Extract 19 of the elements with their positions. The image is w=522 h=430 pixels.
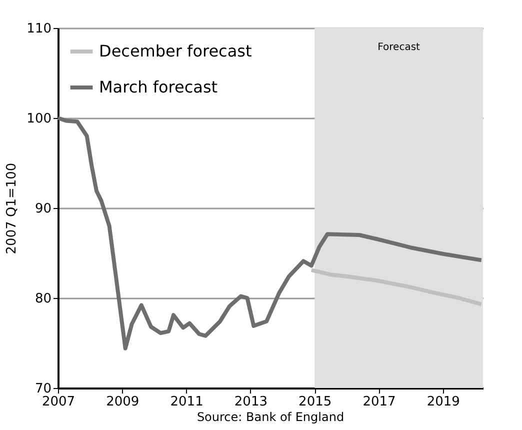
band-label: Forecast [378, 42, 420, 53]
x-tick-label: 2009 [106, 394, 140, 410]
x-tick-label: 2007 [42, 394, 76, 410]
y-tick-label: 90 [34, 202, 52, 216]
y-axis-title: 2007 Q1=100 [4, 162, 20, 254]
x-tick-label: 2015 [298, 394, 332, 410]
source-note: Source: Bank of England [196, 410, 344, 424]
legend-label: December forecast [99, 42, 252, 60]
y-tick-label: 70 [34, 382, 52, 396]
y-tick-label: 110 [26, 22, 52, 36]
line-series [56, 116, 484, 350]
y-tick-label: 80 [34, 292, 52, 306]
x-tick-label: 2017 [362, 394, 396, 410]
x-tick-label: 2011 [170, 394, 204, 410]
legend-label: March forecast [99, 78, 218, 96]
x-tick-label: 2019 [426, 394, 460, 410]
line-series [309, 268, 484, 306]
y-tick-label: 100 [26, 112, 52, 126]
x-tick-label: 2013 [234, 394, 268, 410]
